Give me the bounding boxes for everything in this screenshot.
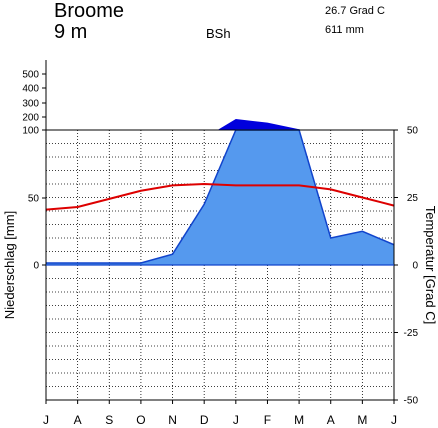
x-tick-label: O [136, 413, 145, 427]
x-tick-label: J [391, 413, 397, 427]
left-tick-label: 0 [33, 261, 39, 272]
station-elevation: 9 m [54, 21, 87, 43]
right-tick-label: 25 [407, 193, 419, 204]
x-tick-label: A [327, 413, 335, 427]
right-tick-label: -50 [404, 396, 419, 407]
right-tick-label: 0 [412, 261, 418, 272]
annual-temperature: 26.7 Grad C [325, 5, 385, 17]
x-tick-label: J [43, 413, 49, 427]
precipitation-line [46, 129, 395, 264]
y-axis-label-right: Temperatur [Grad C] [423, 206, 438, 325]
left-tick-label: 400 [22, 84, 39, 95]
right-tick-label: 50 [407, 126, 419, 137]
x-tick-label: A [74, 413, 82, 427]
x-tick-label: N [168, 413, 177, 427]
x-tick-label: S [105, 413, 113, 427]
station-name: Broome [54, 0, 124, 22]
series-lines [45, 129, 395, 264]
left-tick-label: 500 [22, 70, 39, 81]
left-tick-label: 300 [22, 99, 39, 110]
x-tick-label: M [294, 413, 304, 427]
humid-area [46, 130, 394, 265]
annual-precipitation: 611 mm [325, 24, 364, 36]
x-tick-label: M [357, 413, 367, 427]
x-tick-label: J [233, 413, 239, 427]
temperature-line [45, 182, 395, 211]
x-tick-label: D [200, 413, 209, 427]
left-tick-label: 200 [22, 113, 39, 124]
left-tick-label: 50 [28, 194, 40, 205]
left-tick-label: 100 [22, 126, 39, 137]
x-tick-label: F [264, 413, 271, 427]
climate-class: BSh [206, 26, 231, 41]
right-tick-label: -25 [404, 328, 419, 339]
y-axis-label-left: Niederschlag [mm] [2, 211, 17, 319]
precipitation-fills [46, 118, 394, 265]
perhumid-area [217, 118, 301, 130]
